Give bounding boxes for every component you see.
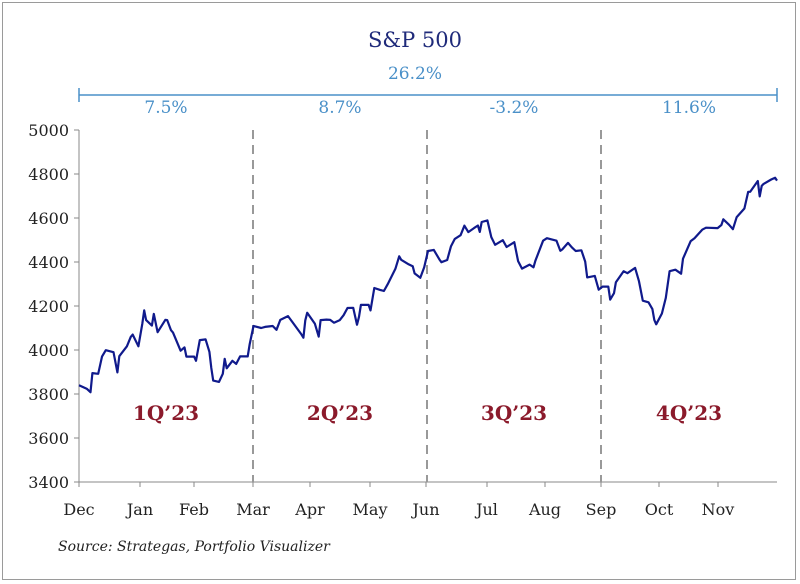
quarter-label: 4Q’23 xyxy=(656,401,722,425)
plot-axes xyxy=(74,129,777,487)
y-tick-label: 3400 xyxy=(28,473,69,492)
y-tick-label: 3600 xyxy=(28,429,69,448)
x-tick-label: Apr xyxy=(294,500,325,519)
y-tick-labels: 3400 3600 3800 4000 4200 4400 4600 4800 5000 xyxy=(28,121,69,492)
x-tick-label: Feb xyxy=(179,500,209,519)
x-tick-label: May xyxy=(353,500,388,519)
x-tick-label: Oct xyxy=(645,500,674,519)
y-tick-label: 4800 xyxy=(28,165,69,184)
y-tick-label: 4200 xyxy=(28,297,69,316)
x-tick-label: Mar xyxy=(236,500,270,519)
y-tick-label: 4000 xyxy=(28,341,69,360)
source-note: Source: Strategas, Portfolio Visualizer xyxy=(58,539,331,555)
series-layer xyxy=(78,176,778,394)
x-tick-label: Nov xyxy=(702,500,735,519)
x-tick-labels: Dec Jan Feb Mar Apr May Jun Jul Aug Sep Oct Nov xyxy=(63,500,734,519)
quarter-return-label: 8.7% xyxy=(318,98,361,118)
quarter-label: 3Q’23 xyxy=(481,401,547,425)
x-tick-label: Dec xyxy=(63,500,94,519)
x-tick-label: Jan xyxy=(125,500,153,519)
y-tick-label: 4400 xyxy=(28,253,69,272)
quarter-annotations: 7.5% 8.7% -3.2% 11.6% 1Q’23 2Q’23 3Q’23 4Q’23 xyxy=(133,98,722,482)
y-tick-label: 4600 xyxy=(28,209,69,228)
y-tick-label: 5000 xyxy=(28,121,69,140)
quarter-label: 1Q’23 xyxy=(133,401,199,425)
x-tick-label: Jul xyxy=(474,500,498,519)
quarter-return-label: 11.6% xyxy=(662,98,716,118)
quarter-return-label: -3.2% xyxy=(490,98,539,118)
total-return-label: 26.2% xyxy=(388,64,442,84)
x-tick-label: Sep xyxy=(586,500,617,519)
y-tick-label: 3800 xyxy=(28,385,69,404)
x-tick-label: Jun xyxy=(410,500,439,519)
x-tick-label: Aug xyxy=(528,500,561,519)
series-line-sp500 xyxy=(78,176,778,394)
chart-title: S&P 500 xyxy=(368,28,462,52)
quarter-return-label: 7.5% xyxy=(144,98,187,118)
total-return-bracket xyxy=(78,88,778,102)
quarter-label: 2Q’23 xyxy=(307,401,373,425)
